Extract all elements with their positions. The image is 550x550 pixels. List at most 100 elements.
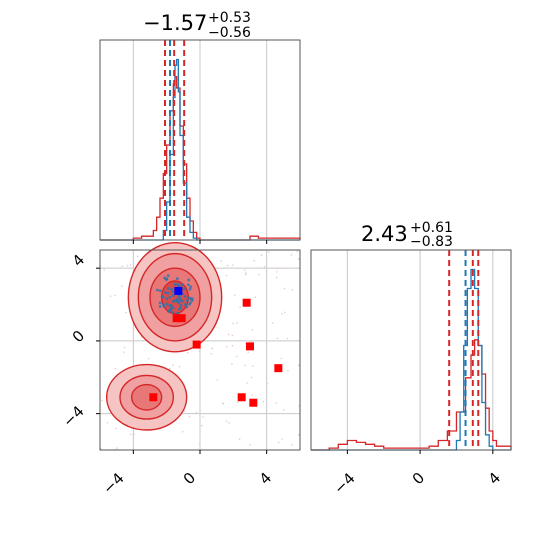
bl-bg-dot [290, 444, 293, 446]
bl-bg-dot [231, 363, 233, 365]
bl-bg-dot [262, 400, 265, 403]
bl-bg-dot [133, 433, 135, 436]
bl-marker-3 [242, 298, 251, 307]
bl-bg-dot [114, 367, 117, 370]
br-series-blue [311, 268, 511, 451]
bl-bg-dot [275, 402, 278, 404]
bl-bg-dot [250, 376, 253, 379]
bl-bg-dot [136, 255, 139, 258]
bl-bg-dot [200, 424, 203, 427]
bl-ytick-1: 0 [69, 327, 88, 346]
bl-blue-point [170, 287, 173, 291]
bl-blue-point [165, 297, 169, 301]
bl-bg-dot [254, 296, 257, 299]
bl-bg-dot [228, 422, 230, 424]
br-frame [310, 249, 512, 451]
bl-bg-dot [232, 322, 234, 325]
bl-bg-dot [263, 266, 266, 268]
tl-series-red [100, 75, 301, 241]
bl-bg-dot [109, 295, 112, 297]
bl-bg-dot [231, 344, 234, 347]
bl-blue-point [175, 277, 179, 280]
bl-bg-dot [216, 379, 219, 381]
bl-blue-point [155, 288, 159, 292]
bl-bg-dot [188, 415, 191, 418]
bl-bg-dot [276, 337, 279, 340]
bl-blue-point [186, 283, 190, 287]
bl-bg-dot [211, 347, 214, 350]
bl-marker-5 [246, 342, 254, 351]
bl-marker-0 [174, 286, 183, 295]
bl-bg-dot [244, 272, 247, 274]
bl-bg-dot [233, 294, 236, 296]
tl-series-blue [100, 58, 300, 241]
bl-bg-dot [123, 346, 126, 349]
bl-bg-dot [276, 271, 278, 273]
bl-blue-point [169, 307, 173, 311]
bl-bg-dot [225, 274, 228, 277]
bl-blue-point [164, 291, 167, 294]
bl-bg-dot [231, 334, 234, 337]
bl-bg-dot [251, 394, 254, 396]
bl-bg-dot [202, 416, 204, 418]
bl-bg-dot [251, 328, 254, 331]
bl-bg-dot [147, 357, 150, 360]
bl-bg-dot [249, 443, 251, 446]
bl-bg-dot [210, 353, 213, 355]
bl-bg-dot [244, 364, 246, 367]
bl-bg-dot [121, 265, 123, 267]
br-xtick-0: −4 [330, 469, 358, 497]
bl-blue-point [179, 303, 183, 307]
bl-bg-dot [226, 264, 229, 267]
bl-bg-dot [232, 264, 234, 266]
bl-bg-dot [122, 351, 125, 353]
bl-bg-dot [222, 402, 225, 405]
bl-bg-dot [258, 273, 260, 276]
bl-bg-dot [236, 401, 239, 404]
bl-bg-dot [277, 441, 280, 444]
bl-bg-dot [275, 276, 278, 279]
br-xtick-2: 4 [485, 469, 504, 488]
bl-bg-dot [280, 438, 283, 440]
bl-blue-point [169, 304, 173, 307]
bl-bg-dot [281, 267, 284, 270]
bl-blue-point [189, 285, 193, 289]
bl-blue-point [165, 302, 169, 306]
bl-marker-8 [237, 393, 246, 402]
panel-bottom-left-scatter [96, 242, 301, 454]
panel-bottom-right-histogram [310, 249, 512, 454]
bl-bg-dot [129, 264, 132, 266]
bl-bg-dot [244, 269, 246, 272]
bl-bg-dot [260, 254, 263, 256]
bl-bg-dot [247, 351, 250, 353]
bl-bg-dot [290, 254, 293, 256]
bl-bg-dot [178, 365, 181, 368]
bl-bg-dot [114, 294, 116, 297]
bl-bg-dot [125, 311, 127, 314]
bl-blue-point [179, 299, 182, 302]
bl-contour-1-2 [130, 383, 163, 411]
bl-blue-point [187, 296, 191, 300]
bl-blue-point [171, 294, 175, 297]
bl-bg-dot [236, 322, 238, 324]
bl-blue-point [158, 305, 162, 308]
bl-bg-dot [253, 260, 256, 262]
bl-marker-9 [249, 398, 258, 407]
bl-bg-dot [252, 365, 254, 367]
bl-blue-point [185, 299, 189, 302]
bl-blue-point [176, 311, 179, 315]
bl-bg-dot [297, 364, 300, 367]
bl-bg-dot [181, 430, 184, 433]
title-bottom-right: 2.43 +0.61 −0.83 [361, 220, 453, 250]
bl-bg-dot [245, 273, 247, 276]
bl-blue-point [166, 274, 170, 278]
bl-marker-2 [172, 314, 181, 323]
bl-ytick-0: 4 [69, 251, 88, 270]
bl-blue-point [177, 307, 181, 311]
bl-bg-dot [195, 411, 198, 414]
bl-bg-dot [186, 351, 189, 354]
bl-bg-dot [271, 322, 274, 324]
bl-blue-point [166, 286, 170, 290]
bl-bg-dot [226, 345, 228, 348]
bl-blue-point [172, 299, 175, 303]
